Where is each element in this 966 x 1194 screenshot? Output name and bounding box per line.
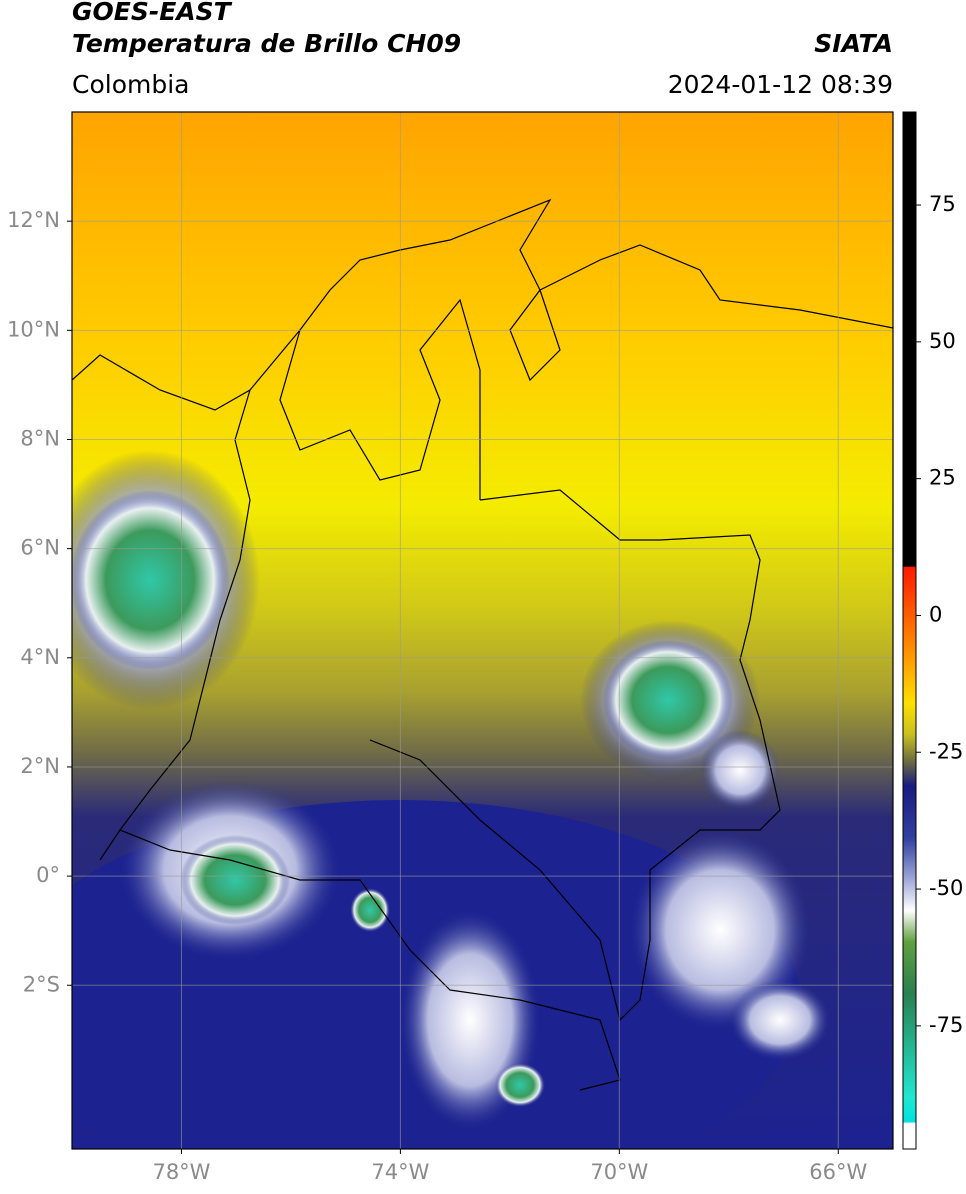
- grid: [72, 112, 893, 1149]
- y-tick-label: 4°N: [20, 645, 60, 669]
- y-tick-label: 8°N: [20, 426, 60, 450]
- region: Colombia: [72, 70, 189, 99]
- colorbar: [902, 111, 917, 1150]
- colorbar-tick-label: -75: [929, 1013, 963, 1037]
- timestamp: 2024-01-12 08:39: [668, 70, 893, 99]
- map-frame: [71, 111, 894, 1150]
- x-tick-label: 70°W: [590, 1160, 648, 1184]
- y-tick-label: 2°S: [23, 972, 60, 996]
- source: SIATA: [814, 29, 893, 58]
- y-tick-label: 12°N: [7, 208, 60, 232]
- y-tick-label: 10°N: [7, 317, 60, 341]
- colorbar-tick-label: 25: [929, 466, 956, 490]
- colorbar-tick-label: 75: [929, 192, 956, 216]
- y-tick-label: 2°N: [20, 754, 60, 778]
- x-tick-label: 74°W: [371, 1160, 429, 1184]
- title: GOES-EAST: [72, 0, 233, 26]
- y-tick-label: 0°: [36, 863, 60, 887]
- x-tick-label: 78°W: [152, 1160, 210, 1184]
- y-tick-label: 6°N: [20, 536, 60, 560]
- colorbar-tick-label: -50: [929, 876, 963, 900]
- colorbar-tick-label: 50: [929, 329, 956, 353]
- satellite-image: [72, 112, 893, 1149]
- x-tick-label: 66°W: [809, 1160, 867, 1184]
- colorbar-tick-label: -25: [929, 739, 963, 763]
- subtitle: Temperatura de Brillo CH09: [72, 29, 461, 58]
- colorbar-tick-label: 0: [929, 602, 942, 626]
